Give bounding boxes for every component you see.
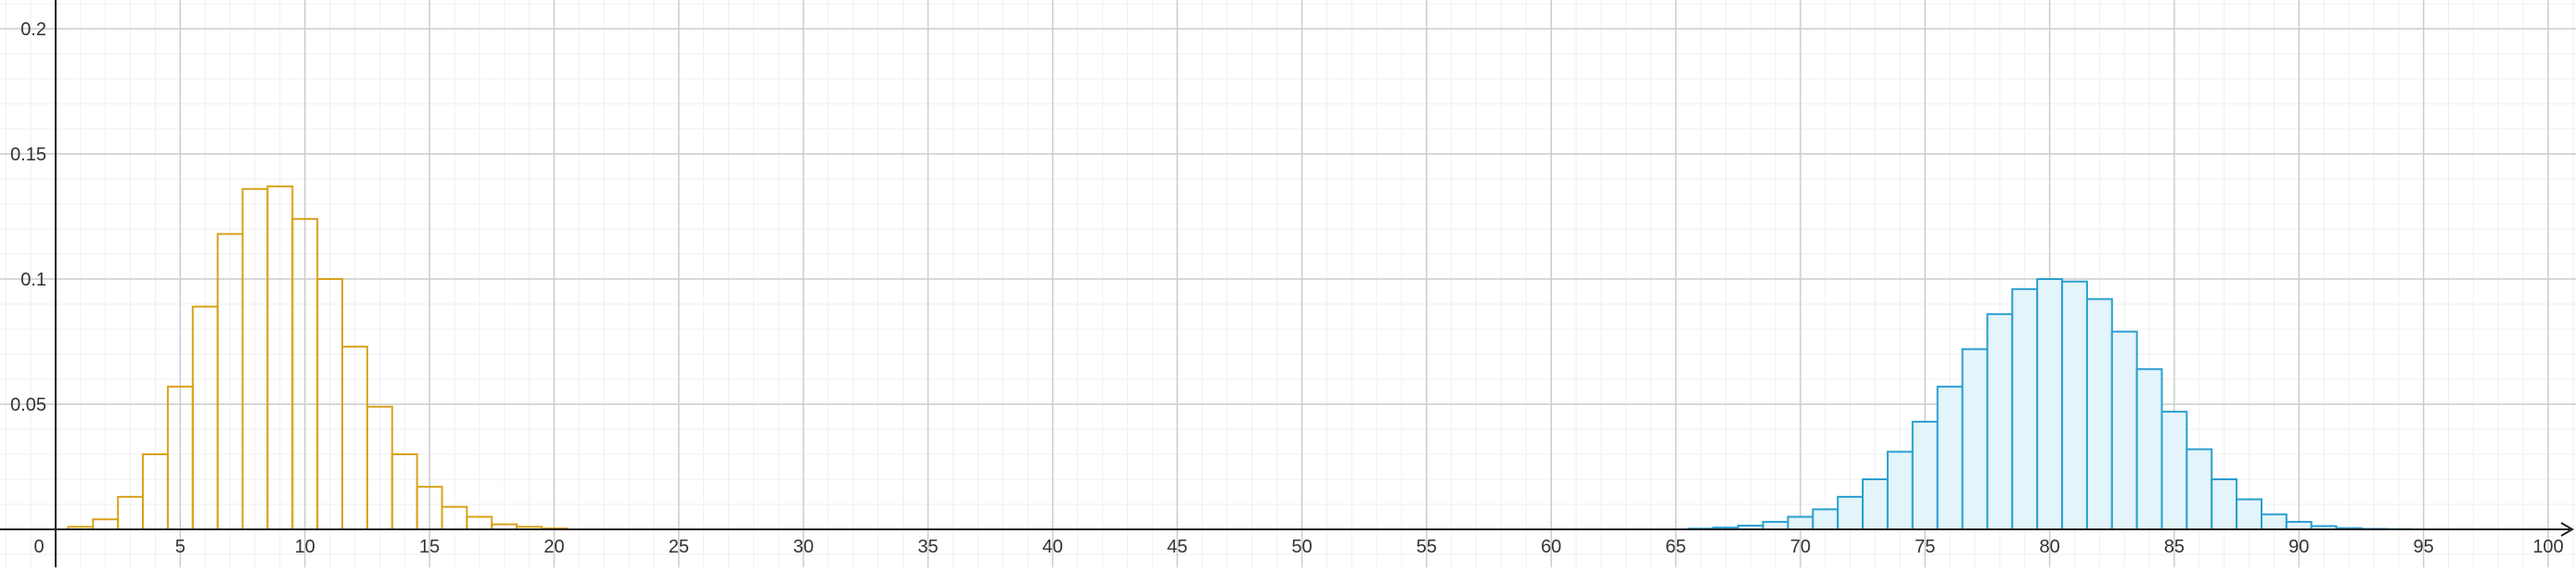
histogram-bar xyxy=(2211,479,2236,529)
histogram-bar xyxy=(1913,422,1938,529)
x-tick-label: 40 xyxy=(1043,537,1063,557)
histogram-bar xyxy=(1838,497,1863,529)
x-tick-label: 45 xyxy=(1167,537,1187,557)
histogram-bar xyxy=(2087,299,2112,529)
x-tick-label: 50 xyxy=(1291,537,1312,557)
x-tick-label: 100 xyxy=(2532,537,2563,557)
y-tick-label: 0.1 xyxy=(20,270,46,290)
histogram-bar xyxy=(2037,279,2062,529)
x-tick-label: 10 xyxy=(295,537,315,557)
histogram-bar xyxy=(1938,387,1963,529)
histogram-bar xyxy=(2236,500,2262,529)
x-tick-label: 15 xyxy=(419,537,440,557)
x-tick-label: 80 xyxy=(2039,537,2059,557)
x-tick-label: 35 xyxy=(917,537,938,557)
x-tick-label: 20 xyxy=(544,537,564,557)
histogram-bar xyxy=(1987,314,2012,529)
origin-label: 0 xyxy=(33,537,44,557)
x-tick-label: 75 xyxy=(1915,537,1935,557)
x-tick-label: 60 xyxy=(1541,537,1561,557)
histogram-bar xyxy=(1813,509,1838,529)
histogram-bar xyxy=(2287,522,2312,529)
histogram-bar xyxy=(2186,450,2211,529)
y-tick-label: 0.2 xyxy=(20,19,46,40)
histogram-bar xyxy=(1763,522,1788,529)
x-tick-label: 65 xyxy=(1665,537,1685,557)
x-tick-label: 55 xyxy=(1416,537,1437,557)
histogram-bar xyxy=(2012,289,2037,529)
histogram-bar xyxy=(2112,332,2137,529)
x-tick-label: 30 xyxy=(793,537,814,557)
histogram-bar xyxy=(1788,517,1813,530)
x-tick-label: 95 xyxy=(2414,537,2434,557)
y-tick-label: 0.05 xyxy=(10,395,46,415)
histogram-bar xyxy=(2162,412,2187,529)
histogram-bar xyxy=(1888,451,1913,529)
histogram-bar xyxy=(2062,282,2087,529)
x-tick-label: 90 xyxy=(2288,537,2309,557)
x-tick-label: 5 xyxy=(175,537,186,557)
x-tick-label: 70 xyxy=(1790,537,1811,557)
histogram-bar xyxy=(2262,515,2287,529)
y-tick-label: 0.15 xyxy=(10,145,46,165)
histogram-bar xyxy=(2137,369,2162,529)
histogram-bar xyxy=(1963,350,1988,529)
histogram-bar xyxy=(1863,479,1888,529)
x-tick-label: 25 xyxy=(669,537,689,557)
x-tick-label: 85 xyxy=(2164,537,2185,557)
